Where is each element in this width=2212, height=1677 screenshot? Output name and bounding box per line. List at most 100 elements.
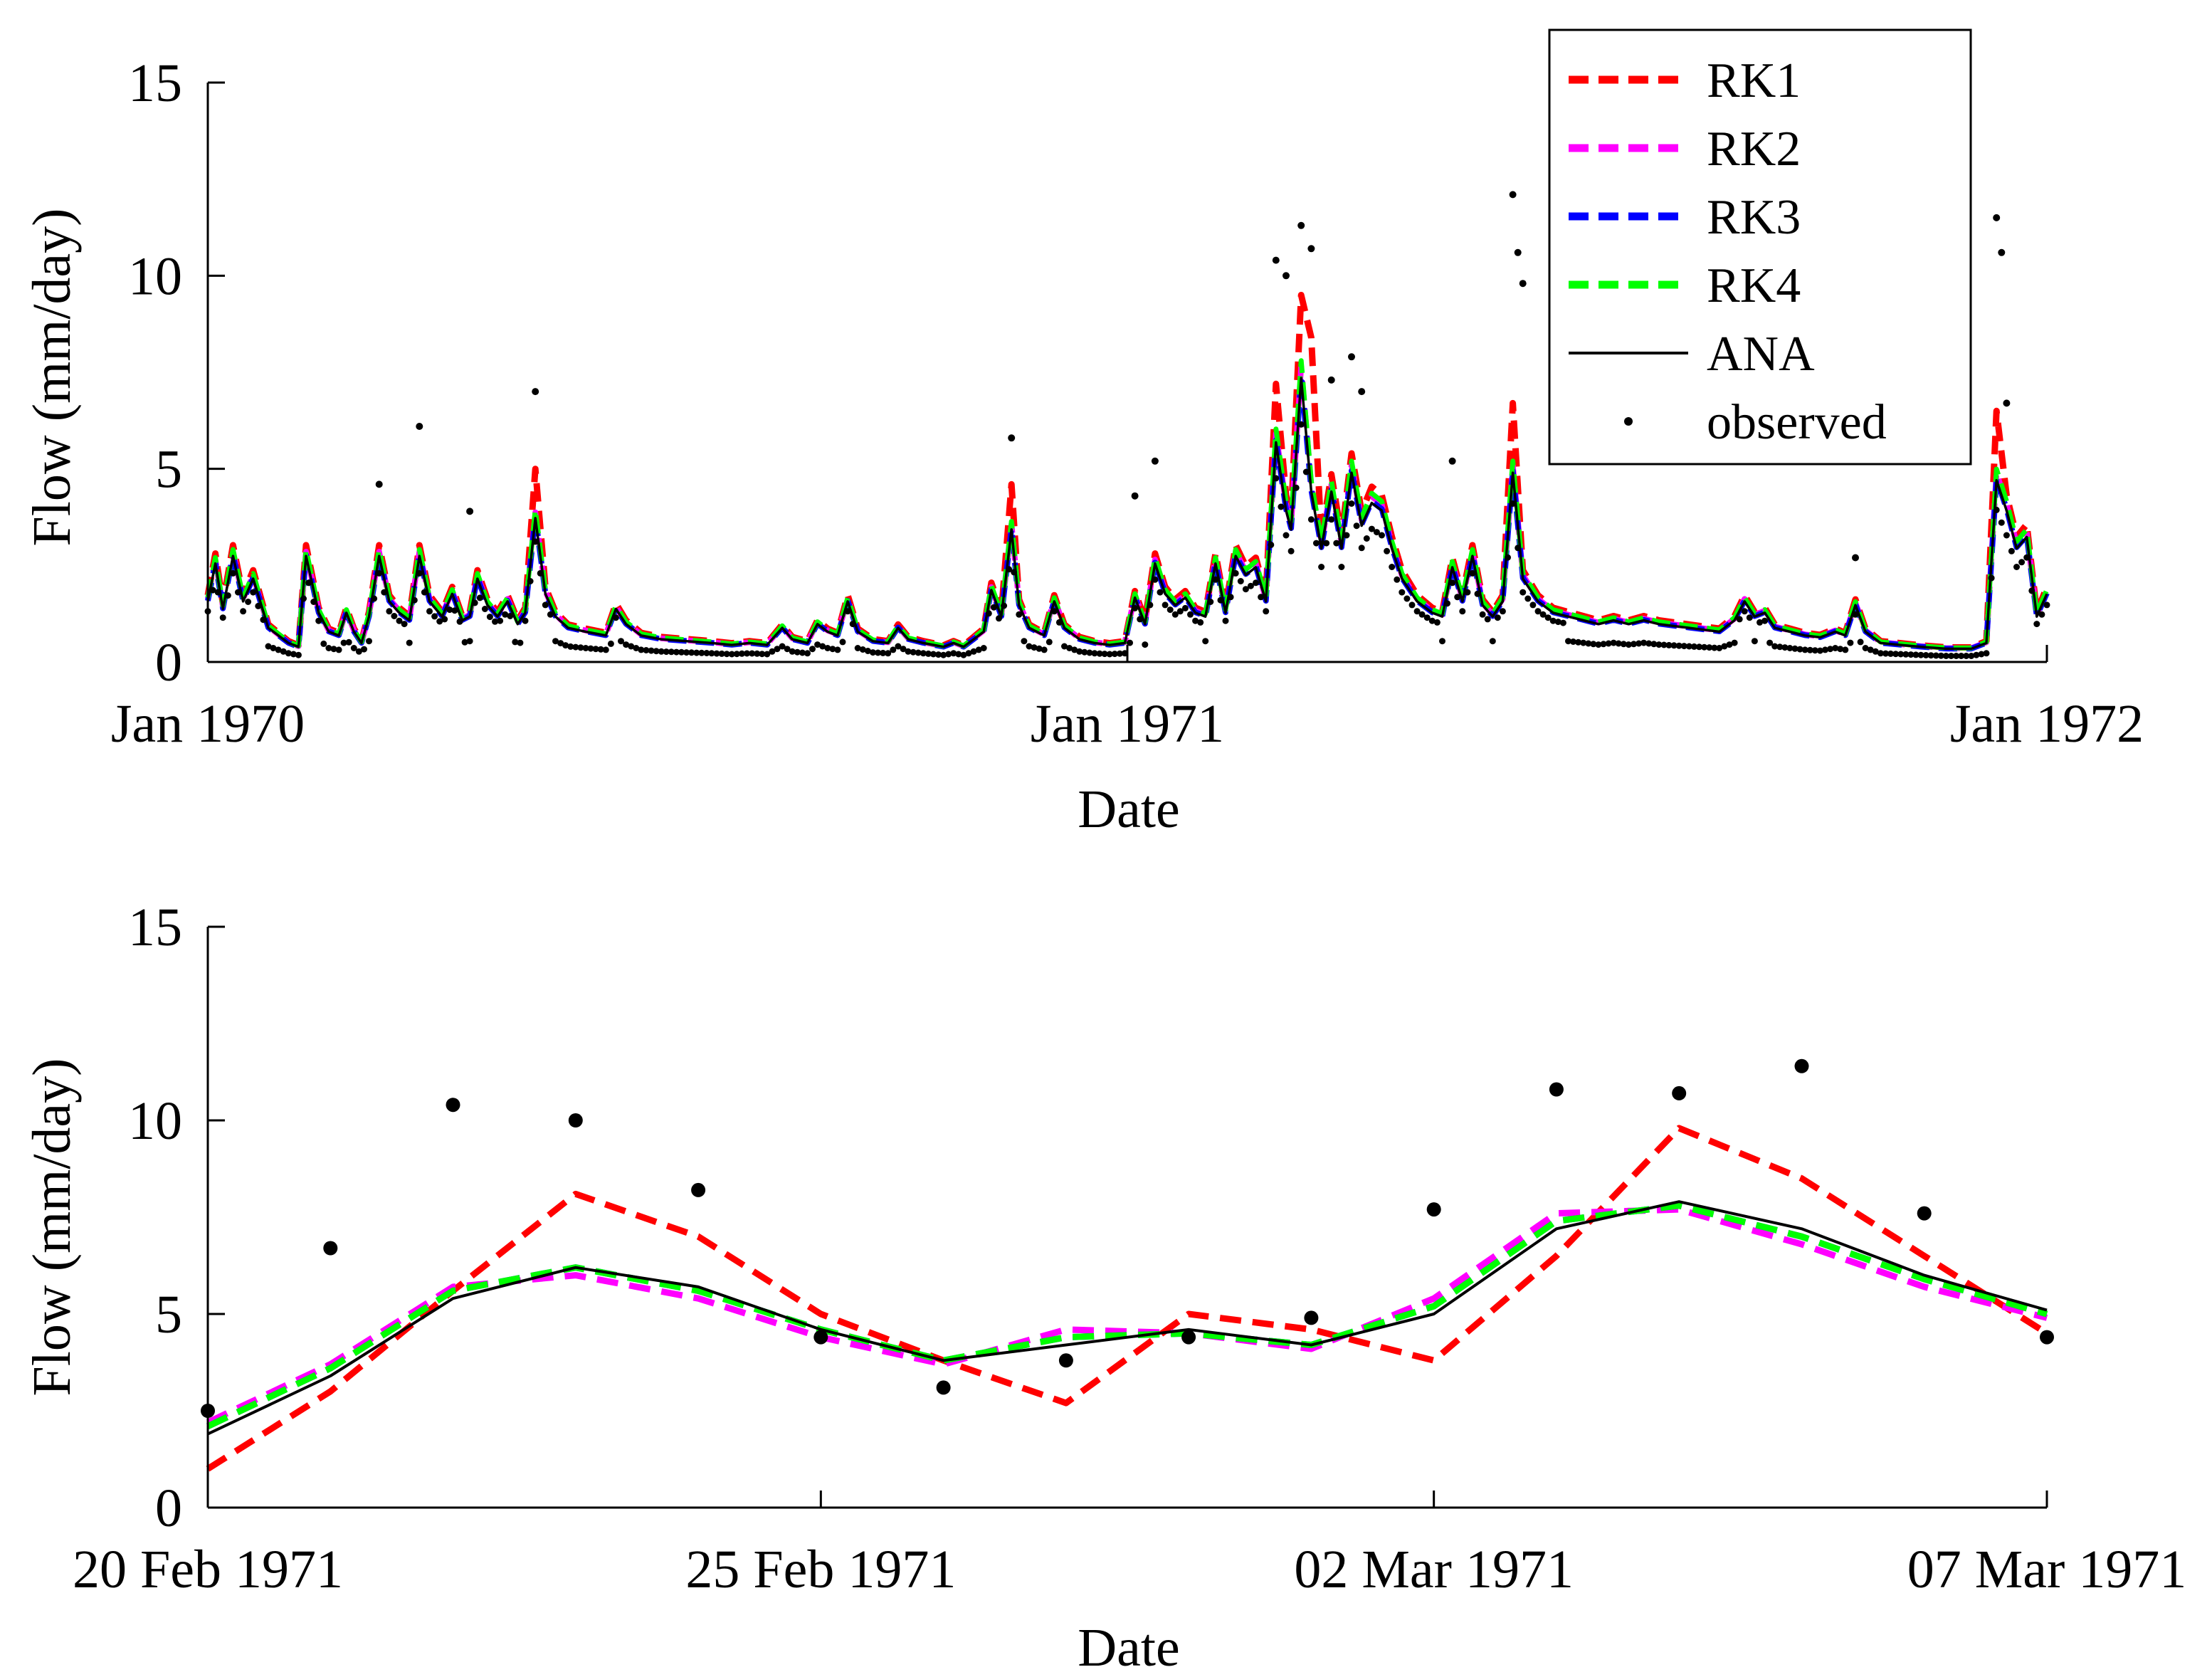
top-observed-point: [1207, 599, 1214, 605]
top-observed-point: [416, 569, 423, 577]
top-observed-point: [587, 645, 594, 652]
top-observed-point: [1595, 641, 1602, 648]
top-observed-point: [1640, 639, 1648, 646]
top-chart-axes: 0 5 10 15 Jan 1970 Jan 1971 Jan 1972: [111, 53, 2144, 754]
top-observed-point: [1021, 638, 1028, 645]
top-observed-point: [1942, 653, 1949, 659]
top-observed-point: [1116, 650, 1123, 657]
bottom-x-axis-label: Date: [1078, 1618, 1179, 1677]
top-observed-point: [1741, 608, 1748, 615]
top-observed-point: [648, 647, 655, 654]
top-observed-point: [1101, 651, 1108, 658]
top-observed-point: [1757, 619, 1763, 626]
top-observed-point: [1031, 644, 1038, 651]
top-observed-point: [1726, 641, 1733, 648]
legend-label-rk1: RK1: [1707, 53, 1801, 108]
top-observed-point: [386, 608, 393, 615]
top-observed-point: [935, 651, 942, 658]
top-observed-point: [1872, 648, 1879, 655]
bottom-series-rk4-line: [206, 1202, 2048, 1429]
top-y-tick-label-2: 10: [128, 246, 182, 306]
top-observed-point: [1806, 646, 1813, 653]
top-observed-point: [1212, 576, 1219, 583]
top-chart-panel: 0 5 10 15 Jan 1970 Jan 1971 Jan 1972 Flow (mm/…: [22, 28, 2144, 839]
top-observed-point: [1590, 641, 1597, 648]
top-observed-point: [1892, 651, 1900, 658]
top-chart-legend: RK1 RK2 RK3 RK4 ANA observed: [1548, 28, 1972, 466]
top-observed-point: [754, 650, 761, 657]
top-observed-point: [1086, 649, 1093, 656]
top-observed-point: [537, 569, 544, 577]
top-observed-peak-point: [1327, 376, 1335, 384]
top-observed-point: [996, 615, 1002, 622]
top-observed-point: [925, 650, 932, 657]
top-observed-point: [663, 648, 670, 656]
top-observed-point: [809, 646, 816, 653]
top-observed-point: [985, 610, 992, 617]
top-observed-point: [1685, 643, 1692, 650]
top-observed-point: [885, 650, 892, 657]
top-x-tick-label-1: Jan 1971: [1031, 694, 1224, 754]
top-observed-point: [1379, 532, 1385, 539]
top-observed-point: [900, 646, 907, 653]
top-observed-point: [673, 648, 680, 656]
top-observed-point: [250, 589, 257, 596]
top-observed-point: [1171, 611, 1179, 618]
top-observed-point: [1721, 643, 1728, 650]
top-observed-point: [929, 651, 937, 658]
top-observed-point: [713, 650, 720, 657]
top-observed-point: [396, 617, 403, 624]
top-y-axis-label: Flow (mm/day): [22, 209, 82, 547]
top-observed-peak-point: [1131, 492, 1139, 500]
top-observed-point: [255, 602, 262, 609]
bottom-observed-point: [1304, 1310, 1319, 1325]
bottom-observed-point: [813, 1330, 828, 1345]
top-observed-point: [1181, 604, 1189, 611]
top-observed-point: [1323, 540, 1330, 547]
top-observed-point: [1736, 616, 1743, 623]
top-observed-point: [668, 648, 675, 656]
top-observed-point: [1670, 642, 1678, 649]
bottom-observed-point: [568, 1113, 583, 1127]
top-observed-point: [718, 650, 725, 657]
top-observed-point: [441, 616, 448, 623]
top-observed-point: [1227, 594, 1234, 601]
top-observed-point: [1297, 421, 1305, 428]
top-observed-point: [1041, 646, 1048, 653]
top-observed-point: [325, 645, 332, 651]
top-observed-point: [824, 645, 831, 651]
top-observed-point: [209, 587, 216, 594]
bottom-series-ana-line: [207, 1200, 2048, 1436]
top-observed-point: [406, 639, 413, 646]
top-observed-point: [1338, 564, 1345, 570]
top-observed-point: [1510, 500, 1517, 507]
top-observed-point: [1570, 638, 1576, 645]
bottom-observed-point: [936, 1380, 951, 1395]
top-observed-point: [618, 638, 624, 645]
bottom-observed-point: [691, 1182, 706, 1197]
top-series-ana-line: [206, 377, 2048, 651]
top-observed-point: [1433, 619, 1441, 626]
top-observed-point: [1484, 616, 1491, 623]
top-observed-point: [1761, 617, 1769, 624]
top-observed-point: [683, 649, 690, 656]
top-observed-point: [844, 608, 851, 615]
top-observed-point: [703, 650, 710, 656]
top-observed-peak-point: [1519, 280, 1527, 288]
top-observed-point: [2008, 547, 2015, 554]
top-observed-point: [1917, 651, 1924, 658]
top-observed-point: [1912, 651, 1919, 658]
top-observed-point: [1968, 653, 1975, 659]
top-observed-point: [381, 589, 388, 596]
top-observed-point: [486, 614, 493, 621]
top-observed-point: [532, 538, 539, 545]
top-observed-point: [1539, 611, 1547, 618]
top-observed-point: [1278, 503, 1285, 510]
top-observed-point: [759, 651, 766, 658]
top-observed-point: [1731, 639, 1738, 646]
top-observed-peak-point: [1348, 353, 1355, 361]
top-observed-point: [1499, 608, 1506, 615]
top-observed-point: [960, 651, 967, 658]
top-observed-point: [1026, 643, 1033, 650]
